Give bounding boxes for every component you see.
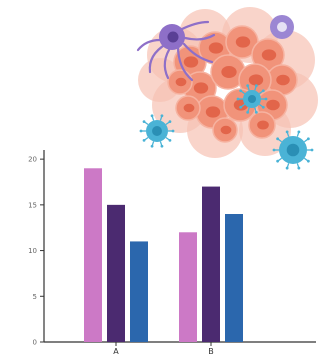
tumor-nucleus — [221, 66, 237, 78]
virus-spike-tip — [168, 139, 172, 142]
virus-spike-tip — [264, 97, 268, 101]
virus-spike-tip — [310, 148, 314, 152]
virus-spike-tip — [150, 144, 154, 148]
virus-spike-tip — [246, 110, 250, 114]
virus-spike-tip — [285, 130, 289, 134]
virus-spike-tip — [297, 166, 301, 170]
bar-B-series-3 — [225, 214, 243, 342]
virus-spike-tip — [254, 110, 258, 114]
virus-spike-tip — [276, 159, 280, 163]
virus-spike-tip — [160, 144, 164, 148]
tumor-nucleus — [175, 77, 187, 87]
tumor-nucleus — [183, 103, 195, 113]
y-ticks: 0 5 10 15 20 — [28, 156, 44, 347]
bar-A-series-1 — [84, 168, 102, 342]
virus-core — [247, 94, 257, 104]
virus-core — [152, 126, 162, 136]
virus-particle-center — [236, 84, 268, 114]
virus-spike-tip — [142, 139, 146, 142]
virus-spike-tip — [160, 114, 164, 118]
virus-spike-tip — [261, 89, 265, 93]
tumor-nucleus — [205, 106, 221, 118]
virus-spike-tip — [150, 114, 154, 118]
bars — [84, 168, 243, 342]
virus-spike-tip — [276, 137, 280, 141]
virus-spike-tip — [139, 129, 143, 133]
tumor-nucleus — [276, 74, 290, 86]
y-tick-label: 10 — [28, 247, 37, 255]
virus-spike-tip — [297, 130, 301, 134]
virus-spike-tip — [236, 97, 240, 101]
tumor-nucleus — [235, 36, 251, 48]
bar-B-series-2 — [202, 186, 220, 342]
x-tick-label-A: A — [113, 347, 119, 356]
tumor-nucleus — [248, 74, 264, 86]
tumor-nucleus — [208, 42, 224, 54]
immune-tendril — [178, 20, 210, 32]
cell-illustration — [136, 7, 318, 170]
virus-spike-tip — [254, 84, 258, 88]
virus-spike-tip — [246, 84, 250, 88]
immune-tendril — [176, 44, 194, 82]
virus-spike-tip — [285, 166, 289, 170]
virus-core — [286, 143, 300, 157]
tumor-nucleus — [261, 49, 277, 61]
y-tick-label: 15 — [28, 201, 37, 209]
tumor-nucleus — [220, 125, 232, 135]
virus-spike-tip — [142, 120, 146, 123]
virus-spike-tip — [261, 105, 265, 109]
tumor-nucleus — [183, 56, 199, 68]
immune-tendril — [182, 42, 214, 64]
bar-A-series-3 — [130, 241, 148, 342]
virus-spike-tip — [306, 137, 310, 141]
virus-spike-tip — [239, 89, 243, 93]
virus-spike-tip — [239, 105, 243, 109]
y-tick-label: 5 — [33, 293, 37, 301]
immune-nucleus — [167, 31, 179, 43]
immune-tendril — [183, 33, 216, 41]
immune-nucleus-small — [277, 22, 287, 32]
bar-B-series-1 — [179, 232, 197, 342]
tumor-nucleus — [257, 120, 269, 130]
y-tick-label: 0 — [33, 339, 37, 347]
immune-tendril — [136, 38, 162, 52]
virus-spike-tip — [306, 159, 310, 163]
x-tick-label-B: B — [208, 347, 214, 356]
tumor-nucleus — [193, 82, 209, 94]
y-tick-label: 20 — [28, 156, 37, 164]
virus-spike-tip — [171, 129, 175, 133]
tumor-nucleus — [266, 99, 280, 111]
virus-particle-right — [272, 130, 314, 170]
virus-spike-tip — [168, 120, 172, 123]
bar-A-series-2 — [107, 204, 125, 342]
virus-particle-left — [139, 114, 175, 148]
virus-spike-tip — [272, 148, 276, 152]
